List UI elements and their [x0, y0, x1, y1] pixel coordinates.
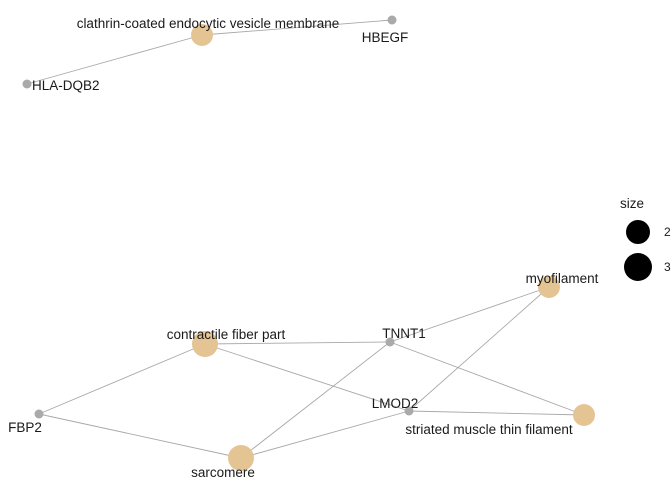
edge-striated-lmod2 [408, 410, 585, 416]
edge-contractile-lmod2 [204, 343, 410, 412]
node-layer [22, 15, 595, 471]
legend-label-2: 2 [664, 225, 671, 239]
node-label-striated: striated muscle thin filament [405, 422, 573, 437]
node-label-clathrin: clathrin-coated endocytic vesicle membra… [77, 16, 340, 31]
category-node-sarcomere [228, 445, 254, 471]
legend-circle-2 [626, 220, 650, 244]
edge-contractile-tnnt1 [204, 341, 391, 345]
legend-title: size [620, 196, 644, 211]
node-label-contractile: contractile fiber part [167, 327, 286, 342]
label-layer: clathrin-coated endocytic vesicle membra… [8, 16, 599, 480]
category-node-clathrin [191, 24, 213, 46]
edge-clathrin-hla-dqb2 [26, 34, 203, 85]
edge-sarcomere-fbp2 [38, 413, 242, 459]
node-label-tnnt1: TNNT1 [382, 326, 426, 341]
edge-layer [26, 19, 585, 459]
edge-sarcomere-tnnt1 [240, 341, 391, 459]
gene-node-hla-dqb2 [22, 79, 32, 89]
edge-myofilament-lmod2 [408, 286, 550, 412]
node-label-hbegf: HBEGF [362, 30, 409, 45]
gene-node-lmod2 [404, 406, 414, 416]
node-label-sarcomere: sarcomere [191, 465, 255, 480]
node-label-hla-dqb2: HLA-DQB2 [32, 78, 100, 93]
size-legend: size 2 3 [620, 196, 671, 281]
legend-circle-3 [624, 253, 652, 281]
category-node-contractile [192, 331, 218, 357]
node-label-lmod2: LMOD2 [372, 396, 419, 411]
edge-sarcomere-lmod2 [240, 410, 410, 459]
gene-node-tnnt1 [385, 337, 395, 347]
node-label-fbp2: FBP2 [8, 420, 42, 435]
node-label-myofilament: myofilament [526, 271, 599, 286]
edge-striated-tnnt1 [389, 341, 585, 416]
edge-myofilament-tnnt1 [389, 286, 550, 343]
category-node-myofilament [538, 276, 560, 298]
gene-node-fbp2 [34, 409, 44, 419]
category-node-striated [573, 404, 595, 426]
edge-contractile-fbp2 [38, 343, 206, 415]
edge-clathrin-hbegf [201, 19, 393, 36]
legend-label-3: 3 [664, 260, 671, 274]
gene-node-hbegf [387, 15, 397, 25]
